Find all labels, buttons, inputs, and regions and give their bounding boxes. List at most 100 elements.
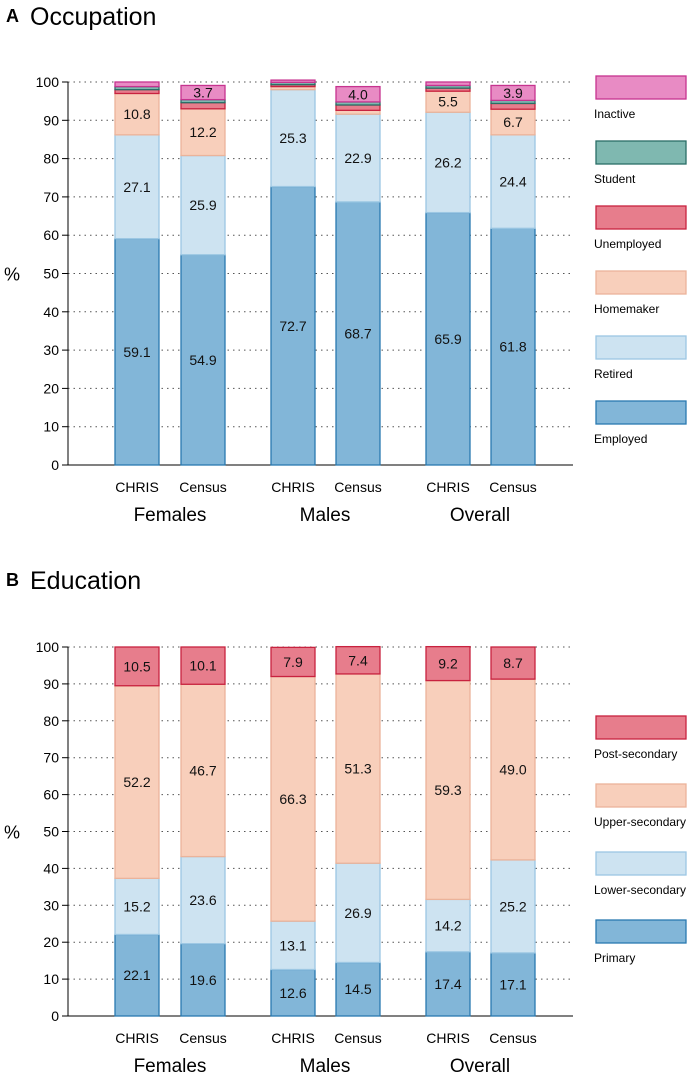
- bar-segment-unemployed: [490, 102, 536, 110]
- bar-segment-upper-secondary: [425, 679, 471, 901]
- data-label: 61.8: [499, 339, 526, 355]
- bar-segment-unemployed: [180, 102, 226, 110]
- legend-label: Retired: [594, 367, 633, 381]
- y-tick-label: 60: [43, 787, 59, 803]
- y-tick-label: 50: [43, 824, 59, 840]
- bar-segment-lower-secondary: [270, 920, 316, 971]
- bar-segment-lower-secondary: [180, 855, 226, 945]
- y-tick-label: 10: [43, 971, 59, 987]
- data-label: 66.3: [279, 791, 306, 807]
- data-label: 7.4: [348, 652, 368, 668]
- bar-segment-post-secondary: [180, 646, 226, 685]
- data-label: 13.1: [279, 937, 306, 953]
- legend-swatch-homemaker: [595, 270, 687, 295]
- data-label: 3.9: [503, 85, 523, 101]
- bar-segment-post-secondary: [114, 646, 160, 687]
- y-tick-label: 90: [43, 676, 59, 692]
- data-label: 5.5: [438, 94, 458, 110]
- group-label: Males: [300, 505, 351, 526]
- data-label: 72.7: [279, 318, 306, 334]
- y-tick-label: 70: [43, 750, 59, 766]
- data-label: 12.6: [279, 985, 306, 1001]
- data-label: 25.3: [279, 130, 306, 146]
- data-label: 10.1: [189, 658, 216, 674]
- bar-segment-employed: [490, 227, 536, 466]
- bar-segment-homemaker: [180, 108, 226, 157]
- y-tick-label: 40: [43, 860, 59, 876]
- bar-segment-lower-secondary: [114, 877, 160, 936]
- y-tick-label: 10: [43, 419, 59, 435]
- data-label: 17.1: [499, 976, 526, 992]
- bar-segment-inactive: [490, 84, 536, 102]
- x-tick-label: Census: [489, 1030, 536, 1046]
- data-label: 10.5: [123, 658, 150, 674]
- bar-segment-inactive: [335, 85, 381, 103]
- bar-segment-inactive: [270, 79, 316, 84]
- panel-occupation: A Occupation 0 10 20 30 40 50 60 70 80 90 100% 59.1 27…: [4, 3, 687, 526]
- data-label: 22.9: [344, 150, 371, 166]
- group-label: Females: [134, 505, 207, 526]
- bar-segment-retired: [425, 111, 471, 214]
- bar-segment-homemaker: [114, 92, 160, 136]
- data-label: 46.7: [189, 762, 216, 778]
- data-label: 54.9: [189, 352, 216, 368]
- bar-segment-upper-secondary: [180, 683, 226, 858]
- x-tick-label: Census: [489, 479, 536, 495]
- x-tick-label: Census: [334, 479, 381, 495]
- y-tick-label: 60: [43, 227, 59, 243]
- data-label: 17.4: [434, 976, 461, 992]
- panel-letter: A: [6, 6, 19, 26]
- x-tick-label: CHRIS: [426, 1030, 470, 1046]
- x-tick-label: CHRIS: [115, 479, 159, 495]
- group-label: Females: [134, 1056, 207, 1077]
- data-label: 51.3: [344, 761, 371, 777]
- data-label: 59.1: [123, 344, 150, 360]
- legend-swatch-lower-secondary: [595, 851, 687, 876]
- bar-segment-employed: [114, 237, 160, 466]
- group-label: Overall: [450, 1056, 510, 1077]
- data-label: 27.1: [123, 179, 150, 195]
- y-tick-label: 100: [36, 639, 60, 655]
- y-tick-label: 30: [43, 897, 59, 913]
- data-label: 15.2: [123, 898, 150, 914]
- panel-title: Occupation: [30, 3, 156, 31]
- legend-label: Upper-secondary: [594, 815, 686, 829]
- y-tick-label: 20: [43, 934, 59, 950]
- y-tick-label: 80: [43, 713, 59, 729]
- bar-segment-lower-secondary: [335, 862, 381, 964]
- bar-segment-employed: [180, 254, 226, 466]
- x-tick-label: Census: [334, 1030, 381, 1046]
- bar-segment-retired: [114, 134, 160, 240]
- y-tick-label: 50: [43, 266, 59, 282]
- bar-segment-lower-secondary: [490, 859, 536, 954]
- bar-segment-post-secondary: [335, 645, 381, 675]
- data-label: 24.4: [499, 174, 526, 190]
- data-label: 12.2: [189, 124, 216, 140]
- data-label: 26.2: [434, 154, 461, 170]
- data-label: 25.9: [189, 197, 216, 213]
- bar-segment-retired: [490, 134, 536, 229]
- y-axis-label: %: [4, 823, 20, 843]
- bar-segment-post-secondary: [490, 646, 536, 680]
- y-tick-label: 80: [43, 151, 59, 167]
- bar-segment-inactive: [180, 84, 226, 101]
- bar-segment-employed: [425, 211, 471, 466]
- legend-swatch-inactive: [595, 75, 687, 100]
- data-label: 68.7: [344, 325, 371, 341]
- data-label: 7.9: [283, 654, 303, 670]
- bar-segment-primary: [425, 951, 471, 1017]
- legend-swatch-post-secondary: [595, 715, 687, 740]
- legend: Post-secondary Upper-secondary Lower-secon…: [594, 715, 687, 965]
- data-label: 49.0: [499, 762, 526, 778]
- legend: Inactive Student Unemployed Homemaker Retire…: [594, 75, 687, 446]
- data-label: 23.6: [189, 892, 216, 908]
- y-tick-label: 0: [51, 457, 59, 473]
- legend-label: Homemaker: [594, 302, 659, 316]
- legend-swatch-upper-secondary: [595, 783, 687, 808]
- x-tick-label: CHRIS: [426, 479, 470, 495]
- y-tick-label: 70: [43, 189, 59, 205]
- data-label: 4.0: [348, 86, 368, 102]
- legend-swatch-primary: [595, 919, 687, 944]
- data-label: 3.7: [193, 85, 213, 101]
- legend-label: Unemployed: [594, 237, 661, 251]
